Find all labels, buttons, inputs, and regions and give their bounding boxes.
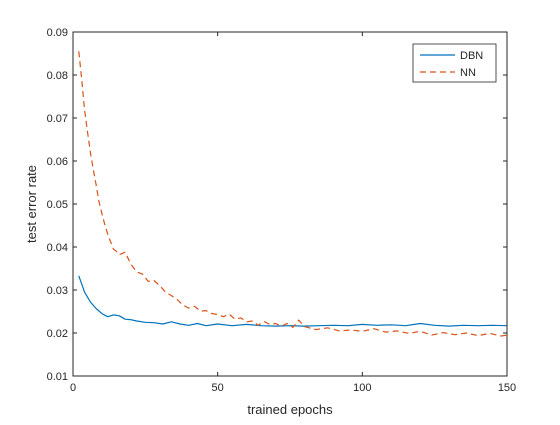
- y-tick-label: 0.04: [47, 242, 68, 254]
- y-axis-label: test error rate: [24, 165, 39, 243]
- x-tick-label: 150: [498, 382, 516, 394]
- legend-box: [412, 43, 497, 83]
- x-tick-label: 50: [212, 382, 224, 394]
- legend-dbn-label: DBN: [460, 50, 483, 62]
- series-layer: [78, 51, 508, 337]
- legend-nn-label: NN: [460, 67, 476, 79]
- series-line-dbn: [78, 275, 508, 327]
- plot-area: [73, 32, 507, 376]
- y-tick-label: 0.06: [47, 156, 68, 168]
- y-tick-label: 0.01: [47, 371, 68, 383]
- series-line-nn: [78, 51, 508, 337]
- y-tick-label: 0.08: [47, 70, 68, 82]
- y-tick-label: 0.09: [47, 27, 68, 39]
- y-tick-label: 0.05: [47, 199, 68, 211]
- x-axis: 0 50 100 150: [70, 32, 516, 394]
- x-tick-label: 100: [353, 382, 371, 394]
- x-tick-label: 0: [70, 382, 76, 394]
- y-tick-label: 0.02: [47, 328, 68, 340]
- y-tick-label: 0.07: [47, 113, 68, 125]
- x-axis-label: trained epochs: [247, 402, 333, 417]
- y-tick-label: 0.03: [47, 285, 68, 297]
- y-axis: 0.01 0.02 0.03 0.04 0.05 0.06 0.07 0.08 0.09: [47, 27, 507, 383]
- legend: DBN NN: [412, 43, 497, 83]
